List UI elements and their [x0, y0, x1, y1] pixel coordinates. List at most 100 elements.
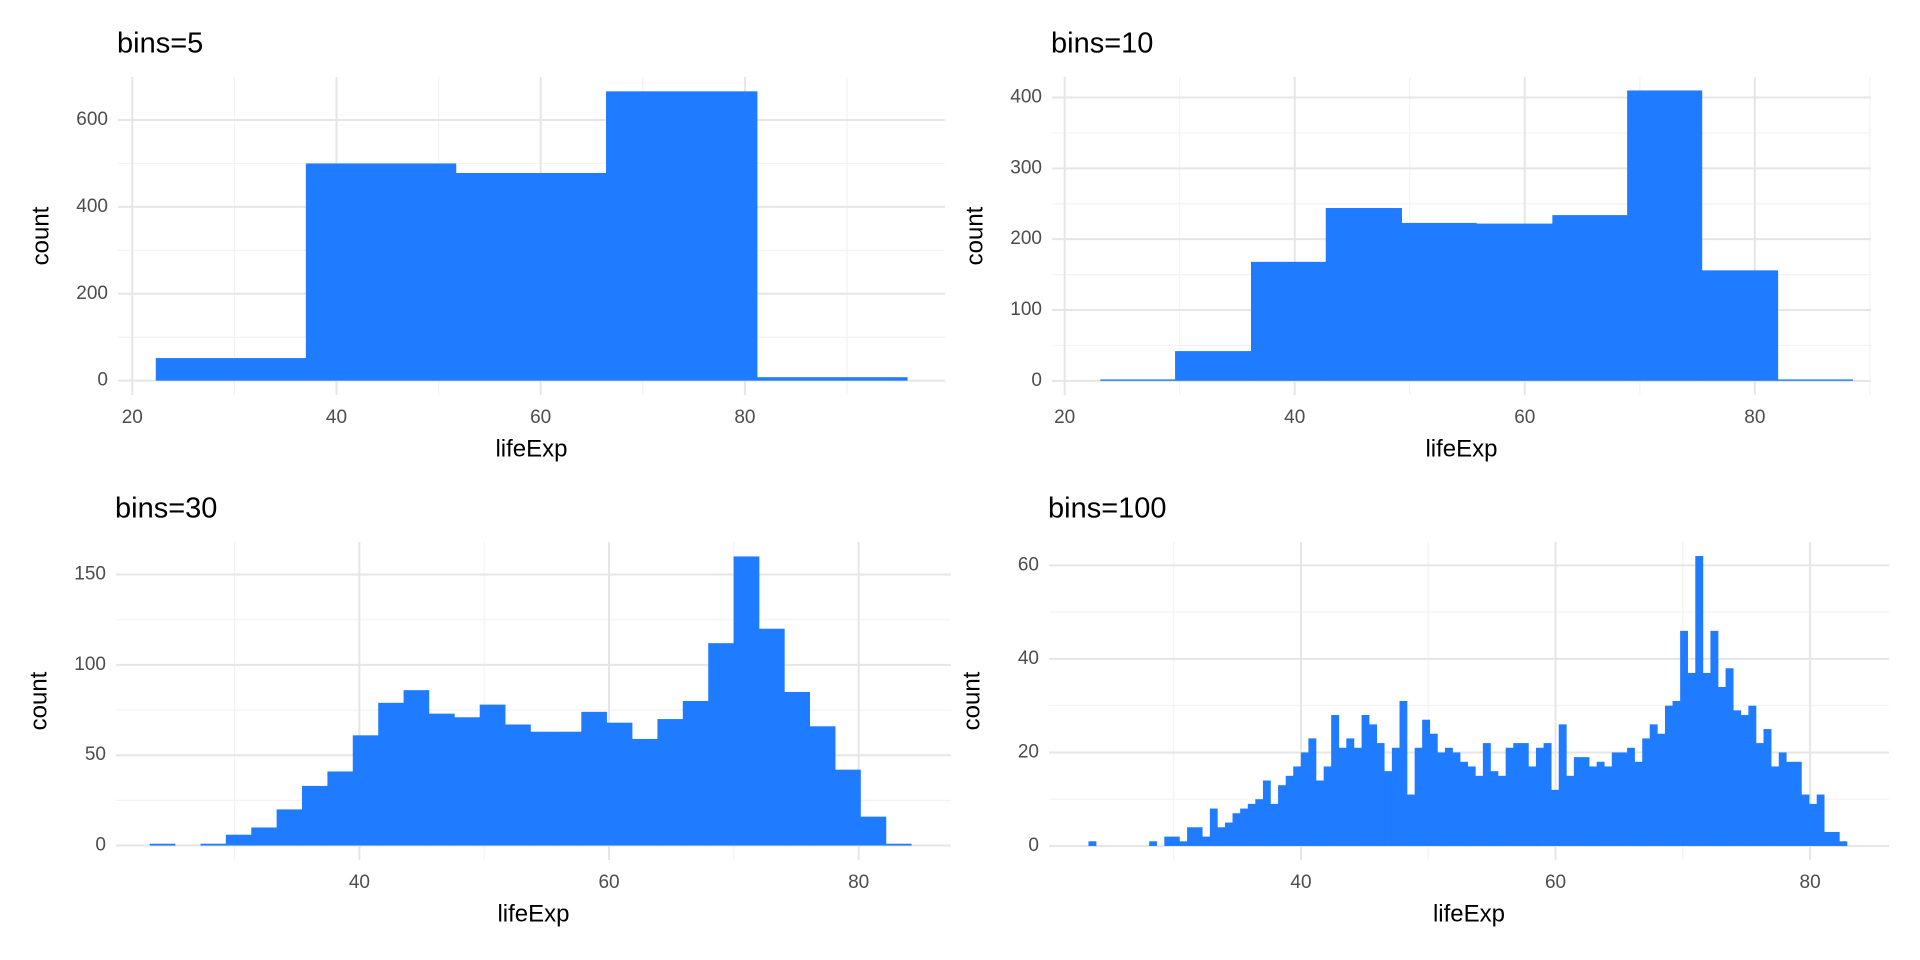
bar — [352, 735, 379, 846]
bar — [632, 738, 658, 846]
bar — [682, 701, 709, 846]
y-axis-title: count — [25, 671, 52, 730]
bar — [1209, 808, 1218, 846]
bar — [1513, 743, 1522, 846]
bar — [1376, 743, 1385, 846]
bar — [155, 358, 307, 381]
bar — [1809, 803, 1818, 846]
bar — [1384, 771, 1393, 846]
bar — [1611, 752, 1620, 846]
bar — [403, 690, 430, 846]
bar — [1308, 738, 1317, 846]
bar — [1642, 738, 1651, 846]
bar — [1353, 747, 1362, 846]
x-tick-label: 40 — [326, 407, 347, 428]
y-tick-label: 0 — [95, 835, 106, 856]
bar — [606, 722, 633, 846]
bar — [1175, 351, 1252, 381]
bar — [581, 711, 607, 846]
x-axis-title: lifeExp — [497, 900, 569, 927]
x-tick-label: 80 — [848, 872, 869, 893]
bar — [1619, 752, 1628, 846]
bar — [1778, 752, 1787, 846]
bar — [1250, 261, 1327, 381]
bar — [1634, 761, 1643, 846]
bar — [606, 91, 758, 381]
bar — [1437, 752, 1446, 846]
bar — [1422, 719, 1431, 846]
bar — [1505, 747, 1514, 846]
bar — [1232, 813, 1241, 846]
x-tick-label: 20 — [122, 407, 143, 428]
x-tick-label: 40 — [1290, 872, 1311, 893]
bar — [1816, 794, 1825, 846]
bar — [1452, 752, 1461, 846]
bar — [1293, 766, 1302, 846]
y-axis-title: count — [27, 206, 54, 265]
bar — [1657, 733, 1666, 846]
bar — [757, 377, 908, 381]
y-tick-label: 50 — [85, 744, 106, 765]
bar — [1695, 556, 1704, 846]
bar — [1725, 668, 1734, 846]
bar — [1225, 822, 1233, 846]
bar — [305, 163, 457, 381]
bar — [530, 731, 557, 846]
bar — [1316, 780, 1324, 846]
x-tick-label: 40 — [349, 872, 370, 893]
bar — [1149, 841, 1157, 846]
bar — [1247, 803, 1256, 846]
y-tick-label: 300 — [1010, 157, 1042, 178]
y-axis-title: count — [961, 206, 988, 265]
bar — [1701, 270, 1779, 381]
x-tick-label: 80 — [734, 407, 755, 428]
bar — [1824, 831, 1833, 846]
bar — [428, 713, 455, 846]
bar — [1552, 215, 1628, 381]
bar — [1535, 747, 1544, 846]
bar — [1702, 672, 1711, 846]
y-tick-label: 0 — [1031, 370, 1042, 391]
y-tick-label: 100 — [74, 654, 106, 675]
bar — [1194, 827, 1203, 846]
bar — [1604, 766, 1613, 846]
y-tick-label: 200 — [76, 283, 108, 304]
bar — [1672, 701, 1681, 846]
bar — [1558, 724, 1567, 846]
y-tick-label: 200 — [1010, 228, 1042, 249]
bar — [1270, 803, 1279, 846]
y-tick-label: 400 — [76, 196, 108, 217]
bar — [1649, 724, 1658, 846]
bar — [1771, 766, 1780, 846]
bar — [1710, 630, 1719, 846]
bar — [784, 691, 811, 846]
bar — [1551, 789, 1560, 846]
bar — [1573, 757, 1582, 846]
bar — [759, 628, 785, 846]
bar — [860, 816, 887, 846]
bar — [1164, 836, 1173, 846]
bar — [1763, 729, 1772, 846]
bar — [1786, 761, 1795, 846]
bar — [835, 769, 861, 846]
x-tick-label: 80 — [1744, 407, 1765, 428]
x-tick-label: 60 — [598, 872, 619, 893]
bar — [1589, 766, 1597, 846]
bar — [1687, 672, 1696, 846]
x-tick-label: 40 — [1284, 407, 1305, 428]
y-tick-label: 0 — [1028, 835, 1039, 856]
bar — [1179, 841, 1188, 846]
bar — [1460, 761, 1469, 846]
bar — [1490, 771, 1499, 846]
bar — [1777, 379, 1853, 381]
y-tick-label: 20 — [1018, 741, 1039, 762]
bar — [1399, 701, 1408, 846]
chart-title: bins=10 — [1051, 28, 1153, 60]
bar — [1627, 747, 1635, 846]
bar — [1482, 743, 1491, 846]
bar — [555, 731, 582, 846]
y-tick-label: 40 — [1018, 648, 1039, 669]
bar — [1680, 630, 1688, 846]
bar — [1429, 733, 1438, 846]
bar — [809, 726, 836, 846]
